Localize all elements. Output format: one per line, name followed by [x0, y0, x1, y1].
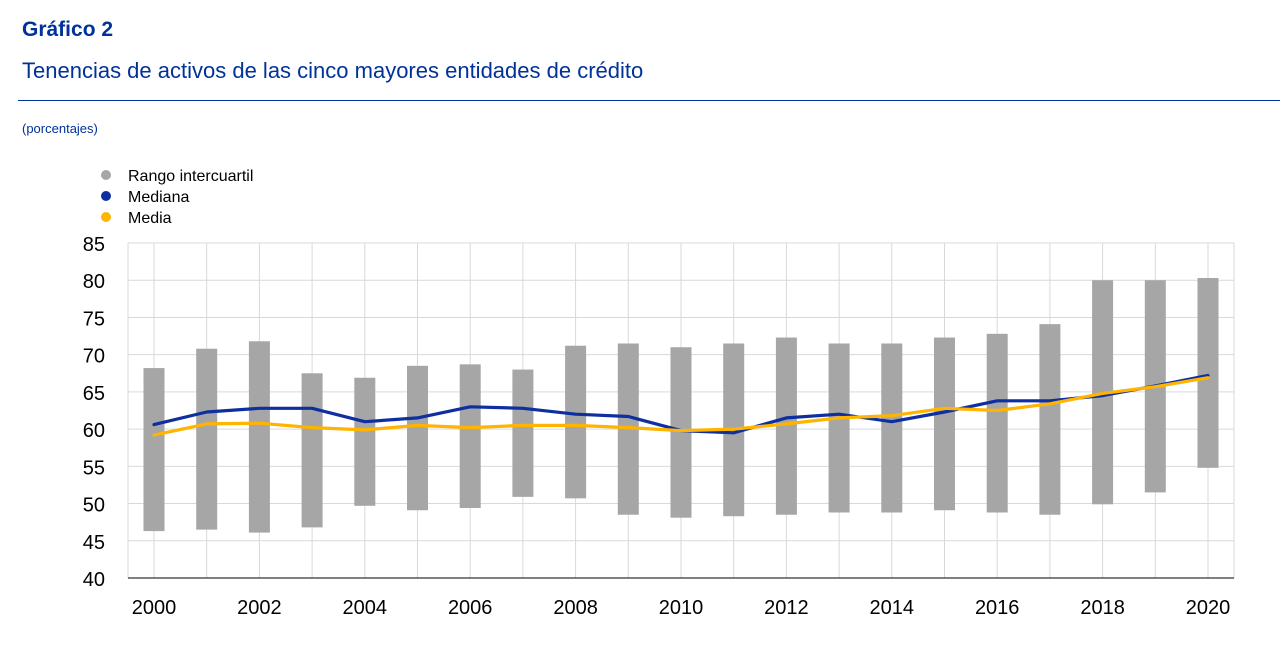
range-bar	[1039, 324, 1061, 515]
legend-mediana-marker	[101, 191, 111, 201]
range-bar	[1197, 277, 1219, 468]
range-bar	[301, 373, 323, 528]
range-bar	[512, 369, 534, 497]
range-bar	[354, 377, 376, 506]
y-tick-label: 80	[83, 271, 105, 293]
x-tick-label: 2002	[237, 597, 282, 619]
range-bar	[143, 368, 165, 532]
y-tick-label: 55	[83, 457, 105, 479]
range-bar	[881, 343, 903, 513]
mean-line	[152, 376, 1210, 437]
range-bar	[986, 333, 1008, 513]
x-tick-label: 2006	[448, 597, 493, 619]
y-axis: 40 45 50 55 60 65 70 75 80 85	[83, 234, 105, 591]
chart-subtitle: Tenencias de activos de las cinco mayore…	[22, 58, 644, 83]
y-tick-label: 85	[83, 234, 105, 256]
range-bar	[670, 347, 692, 518]
y-tick-label: 65	[83, 383, 105, 405]
legend-media-label: Media	[128, 210, 172, 227]
y-tick-label: 40	[83, 569, 105, 591]
legend: Rango intercuartil Mediana Media	[101, 168, 253, 227]
x-tick-label: 2008	[553, 597, 598, 619]
range-bar	[459, 364, 481, 509]
x-tick-label: 2010	[659, 597, 704, 619]
y-tick-label: 70	[83, 346, 105, 368]
series-lines	[152, 373, 1210, 437]
x-axis: 2000 2002 2004 2006 2008 2010 2012 2014 2016 2018…	[128, 577, 1234, 619]
x-tick-label: 2016	[975, 597, 1020, 619]
x-tick-label: 2018	[1080, 597, 1125, 619]
range-bars	[143, 277, 1219, 533]
x-tick-label: 2000	[132, 597, 177, 619]
unit-label: (porcentajes)	[22, 121, 98, 136]
x-tick-label: 2020	[1186, 597, 1231, 619]
x-tick-label: 2014	[870, 597, 915, 619]
legend-rango-label: Rango intercuartil	[128, 168, 253, 185]
range-bar	[934, 337, 955, 511]
y-tick-label: 45	[83, 532, 105, 554]
x-tick-label: 2004	[343, 597, 388, 619]
range-bar	[196, 348, 218, 530]
y-tick-label: 75	[83, 308, 105, 330]
y-tick-label: 60	[83, 420, 105, 442]
legend-media-marker	[101, 212, 111, 222]
range-bar	[775, 337, 797, 515]
range-bar	[407, 365, 428, 511]
legend-mediana-label: Mediana	[128, 189, 189, 206]
y-tick-label: 50	[83, 495, 105, 517]
range-bar	[565, 345, 587, 499]
chart-title: Gráfico 2	[22, 18, 114, 41]
range-bar	[828, 343, 850, 513]
header-divider	[18, 100, 1280, 101]
x-tick-label: 2012	[764, 597, 809, 619]
legend-rango-marker	[101, 170, 111, 180]
range-bar	[248, 341, 270, 533]
